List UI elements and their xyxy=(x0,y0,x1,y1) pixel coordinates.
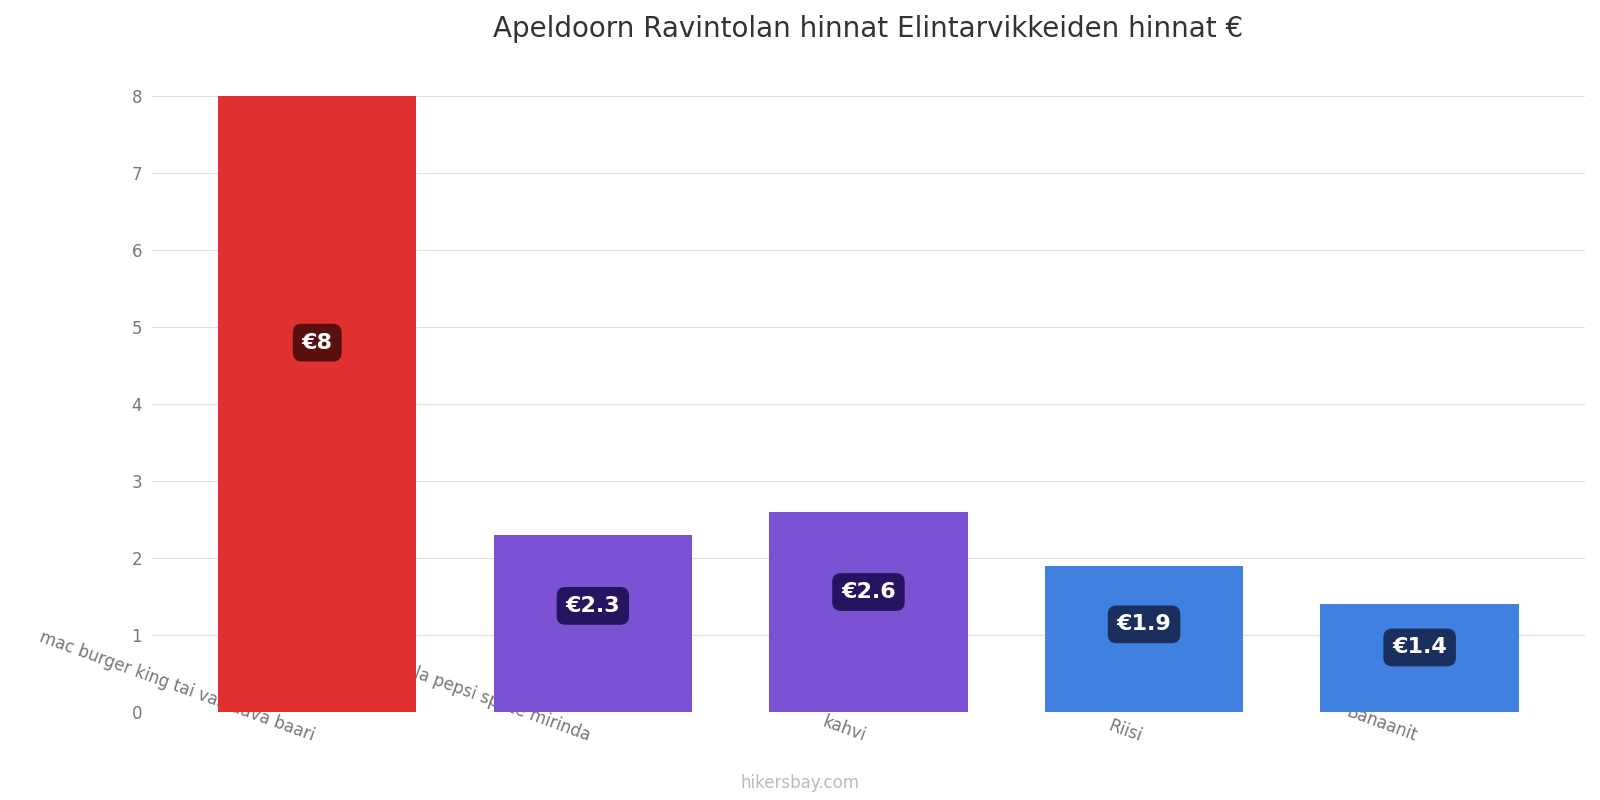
Bar xyxy=(770,512,968,712)
Bar xyxy=(1320,604,1518,712)
Title: Apeldoorn Ravintolan hinnat Elintarvikkeiden hinnat €: Apeldoorn Ravintolan hinnat Elintarvikke… xyxy=(493,15,1243,43)
Text: €1.4: €1.4 xyxy=(1392,638,1446,658)
Bar xyxy=(218,96,416,712)
Text: €8: €8 xyxy=(302,333,333,353)
Text: €2.6: €2.6 xyxy=(842,582,896,602)
Text: hikersbay.com: hikersbay.com xyxy=(741,774,859,792)
Bar xyxy=(494,535,693,712)
Text: €2.3: €2.3 xyxy=(565,596,621,616)
Text: €1.9: €1.9 xyxy=(1117,614,1171,634)
Bar xyxy=(1045,566,1243,712)
